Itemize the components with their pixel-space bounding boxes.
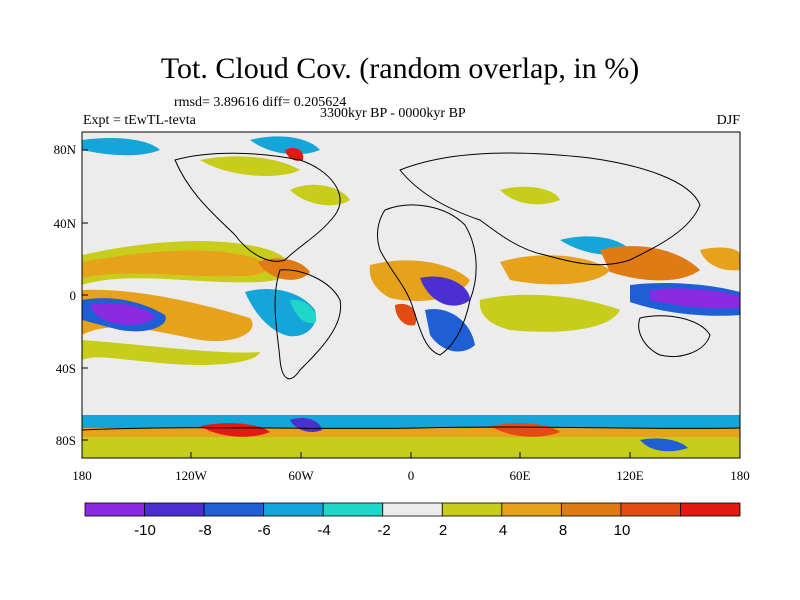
- colorbar-swatch: [680, 502, 741, 517]
- colorbar-label: -2: [377, 522, 390, 539]
- anomaly-region: [82, 340, 260, 365]
- anomaly-region: [82, 250, 267, 278]
- colorbar-swatch: [441, 502, 503, 517]
- colorbar-label: -10: [134, 522, 156, 539]
- colorbar-swatch: [203, 502, 265, 517]
- colorbar-swatch: [263, 502, 324, 517]
- anomaly-region: [285, 148, 304, 161]
- lat-tick-label: 40S: [56, 361, 76, 376]
- lon-tick-label: 60E: [510, 468, 531, 483]
- stats-text: rmsd= 3.89616 diff= 0.205624: [174, 95, 347, 110]
- colorbar-swatch: [84, 502, 145, 517]
- anomaly-region: [82, 415, 740, 429]
- lon-tick-label: 60W: [288, 468, 314, 483]
- colorbar-label: -6: [257, 522, 270, 539]
- anomaly-region: [290, 184, 350, 206]
- anomaly-region: [479, 294, 620, 332]
- plot-title: Tot. Cloud Cov. (random overlap, in %): [160, 52, 640, 85]
- colorbar-labels: -10 -8 -6 -4 -2 2 4 8 10: [134, 522, 630, 539]
- anomaly-region: [640, 438, 688, 452]
- map-field: [82, 132, 740, 458]
- anomaly-region: [250, 136, 320, 155]
- colorbar-label: -4: [317, 522, 330, 539]
- lon-tick-label: 120E: [616, 468, 644, 483]
- colorbar-label: -8: [198, 522, 211, 539]
- colorbar-swatch: [501, 502, 562, 517]
- colorbar-swatch: [560, 502, 622, 517]
- lat-tick-label: 80S: [56, 433, 76, 448]
- anomaly-region: [82, 428, 740, 438]
- lat-axis: 80N 40N 0 40S 80S: [54, 142, 88, 448]
- anomaly-region: [425, 308, 475, 352]
- anomaly-region: [200, 156, 300, 176]
- lat-tick-label: 40N: [54, 216, 77, 231]
- anomaly-region: [500, 255, 610, 285]
- anomaly-region: [500, 186, 560, 205]
- anomaly-region: [700, 247, 740, 271]
- lon-tick-label: 0: [408, 468, 415, 483]
- anomaly-region: [290, 299, 317, 324]
- lon-axis: 180 120W 60W 0 60E 120E 180: [72, 452, 750, 483]
- anomaly-region: [395, 303, 417, 326]
- colorbar-swatch: [382, 502, 443, 517]
- anomaly-region: [90, 303, 155, 325]
- lat-tick-label: 80N: [54, 142, 77, 157]
- lon-tick-label: 180: [72, 468, 92, 483]
- experiment-label: Expt = tEwTL-tevta: [83, 113, 196, 128]
- anomaly-region: [420, 276, 470, 306]
- period-label: 3300kyr BP - 0000kyr BP: [320, 106, 466, 121]
- season-label: DJF: [716, 113, 740, 128]
- anomaly-region: [82, 437, 740, 458]
- lon-tick-label: 180: [730, 468, 750, 483]
- anomaly-region: [650, 288, 740, 309]
- colorbar-label: 2: [439, 522, 447, 539]
- anomaly-region: [600, 246, 700, 281]
- anomaly-region: [258, 258, 310, 280]
- anomaly-region: [200, 423, 270, 437]
- coastlines: [82, 152, 740, 431]
- lon-tick-label: 120W: [175, 468, 208, 483]
- colorbar-swatch: [322, 502, 384, 517]
- colorbar: [84, 502, 741, 517]
- colorbar-swatch: [620, 502, 681, 517]
- anomaly-region: [82, 138, 160, 156]
- colorbar-swatch: [144, 502, 205, 517]
- colorbar-label: 4: [499, 522, 507, 539]
- colorbar-label: 10: [614, 522, 631, 539]
- lat-tick-label: 0: [70, 288, 77, 303]
- anomaly-region: [490, 423, 560, 437]
- colorbar-label: 8: [559, 522, 567, 539]
